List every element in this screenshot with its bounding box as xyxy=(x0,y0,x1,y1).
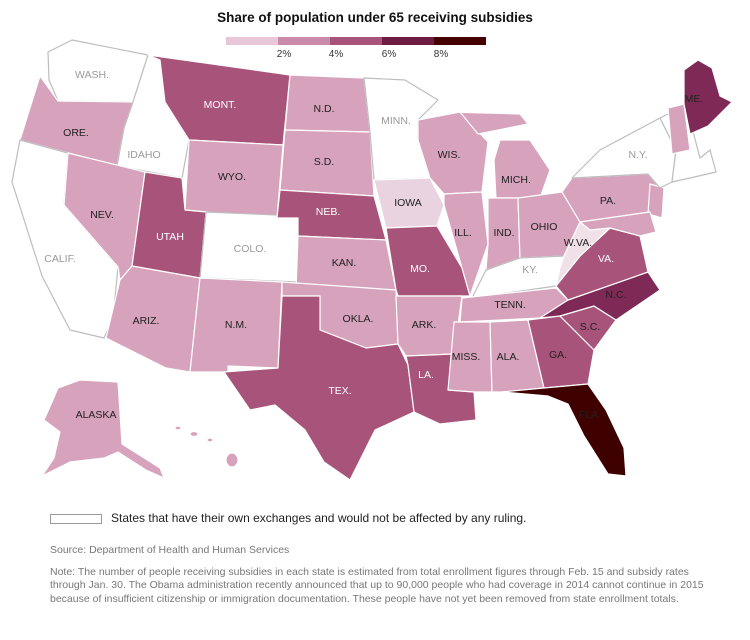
label-tex: TEX. xyxy=(328,385,351,397)
label-ariz: ARIZ. xyxy=(133,315,160,327)
legend-swatch-2 xyxy=(278,37,330,45)
state-ill[interactable] xyxy=(443,191,489,297)
label-pa: PA. xyxy=(600,195,616,207)
label-wis: WIS. xyxy=(438,149,461,161)
label-calif: CALIF. xyxy=(44,253,76,265)
label-ill: ILL. xyxy=(454,227,472,239)
label-iowa: IOWA xyxy=(394,197,422,209)
state-iowa[interactable] xyxy=(373,177,445,229)
label-ga: GA. xyxy=(549,349,567,361)
label-nd: N.D. xyxy=(314,103,335,115)
label-mo: MO. xyxy=(410,263,430,275)
label-wash: WASH. xyxy=(75,69,109,81)
legend-swatch-1 xyxy=(226,37,278,45)
label-fla: FLA. xyxy=(579,409,601,421)
own-exchange-key-label: States that have their own exchanges and… xyxy=(111,511,527,525)
legend-tick: 8% xyxy=(433,49,449,60)
state-nh-vt[interactable] xyxy=(667,103,691,155)
label-kan: KAN. xyxy=(332,257,357,269)
label-ark: ARK. xyxy=(412,319,437,331)
state-alaska[interactable] xyxy=(41,379,165,479)
legend-tick: 6% xyxy=(381,49,397,60)
label-wyo: WYO. xyxy=(218,171,246,183)
label-okla: OKLA. xyxy=(343,313,374,325)
label-wva: W.VA. xyxy=(564,237,592,249)
label-ind: IND. xyxy=(494,227,515,239)
state-me[interactable] xyxy=(683,59,733,135)
label-ky: KY. xyxy=(522,264,538,276)
label-idaho: IDAHO xyxy=(127,149,160,161)
label-mich: MICH. xyxy=(501,174,531,186)
label-utah: UTAH xyxy=(156,231,184,243)
label-sc: S.C. xyxy=(580,321,600,333)
label-ore: ORE. xyxy=(63,127,89,139)
map-title: Share of population under 65 receiving s… xyxy=(217,10,533,25)
legend-swatch-3 xyxy=(330,37,382,45)
state-miss[interactable] xyxy=(447,321,493,393)
note-text: Note: The number of people receiving sub… xyxy=(50,566,704,605)
label-nm: N.M. xyxy=(225,319,247,331)
legend-tick: 4% xyxy=(328,49,344,60)
label-tenn: TENN. xyxy=(494,299,526,311)
legend-tick: 2% xyxy=(276,49,292,60)
state-de-md[interactable] xyxy=(579,211,657,237)
label-sd: S.D. xyxy=(314,156,334,168)
label-miss: MISS. xyxy=(452,351,481,363)
label-nc: N.C. xyxy=(606,289,627,301)
label-mont: MONT. xyxy=(204,99,237,111)
label-va: VA. xyxy=(598,253,614,265)
label-ala: ALA. xyxy=(497,351,520,363)
state-hawaii[interactable] xyxy=(174,425,239,468)
label-neb: NEB. xyxy=(316,206,341,218)
source-text: Source: Department of Health and Human S… xyxy=(50,544,290,556)
label-ny: N.Y. xyxy=(628,149,647,161)
label-nev: NEV. xyxy=(90,209,114,221)
state-tex[interactable] xyxy=(223,295,415,481)
legend-swatch-4 xyxy=(382,37,434,45)
label-me: ME. xyxy=(685,93,704,105)
legend-swatch-5 xyxy=(434,37,486,45)
own-exchange-key-swatch xyxy=(50,514,102,524)
label-alaska: ALASKA xyxy=(76,409,117,421)
label-la: LA. xyxy=(418,369,434,381)
us-map: WASH. ORE. CALIF. IDAHO NEV. MONT. WYO. … xyxy=(11,39,733,481)
label-colo: COLO. xyxy=(234,243,267,255)
label-minn: MINN. xyxy=(381,115,411,127)
state-fla[interactable] xyxy=(501,383,627,477)
label-ohio: OHIO xyxy=(531,221,558,233)
